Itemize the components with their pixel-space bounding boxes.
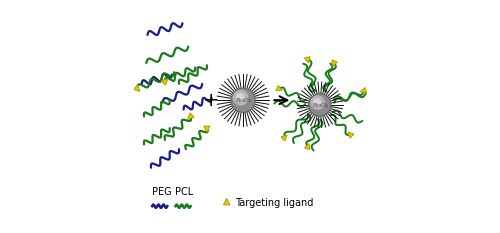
Polygon shape: [188, 113, 194, 119]
Text: +: +: [203, 91, 220, 110]
Text: PCL: PCL: [176, 187, 194, 197]
Text: PEG: PEG: [152, 187, 172, 197]
Polygon shape: [304, 144, 310, 150]
Text: Targeting ligand: Targeting ligand: [235, 198, 313, 208]
Circle shape: [236, 93, 244, 101]
Circle shape: [231, 88, 255, 112]
Circle shape: [232, 90, 248, 106]
Polygon shape: [204, 126, 210, 132]
Polygon shape: [348, 132, 354, 138]
Circle shape: [313, 98, 321, 106]
Polygon shape: [162, 79, 168, 85]
Polygon shape: [332, 60, 338, 66]
Polygon shape: [134, 85, 140, 91]
Text: Fe₃O₄: Fe₃O₄: [312, 103, 328, 108]
Circle shape: [310, 95, 325, 110]
Circle shape: [308, 94, 331, 116]
Polygon shape: [281, 135, 287, 141]
Polygon shape: [360, 88, 366, 93]
Polygon shape: [304, 57, 310, 63]
Polygon shape: [276, 86, 282, 91]
Polygon shape: [224, 199, 230, 205]
Text: Fe₃O₄: Fe₃O₄: [235, 98, 251, 103]
